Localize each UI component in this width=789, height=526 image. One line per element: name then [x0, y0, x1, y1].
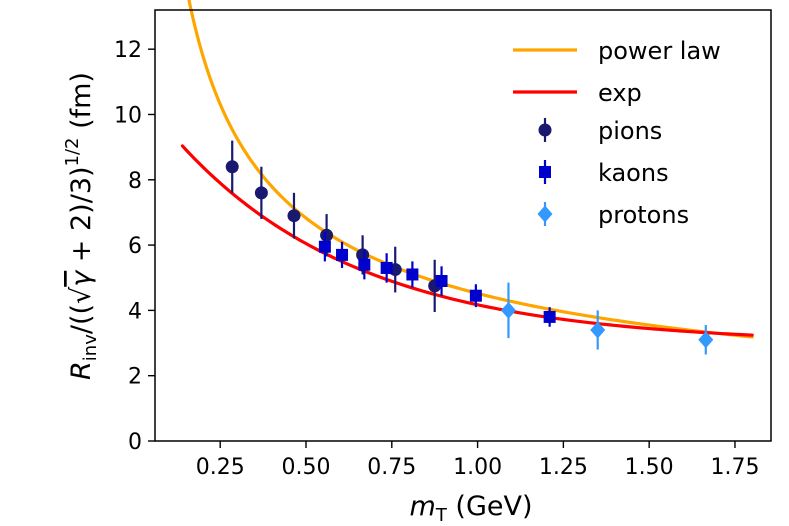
kaons-point [544, 311, 556, 323]
legend-marker-protons [538, 206, 553, 223]
x-tick-label: 1.00 [453, 455, 502, 480]
y-tick-label: 0 [128, 430, 142, 455]
x-tick-label: 1.25 [539, 455, 588, 480]
y-tick-label: 6 [128, 234, 142, 259]
x-tick-label: 0.75 [367, 455, 416, 480]
x-axis: 0.25 0.50 0.75 1.00 1.25 1.50 1.75 [196, 441, 760, 480]
y-axis-label: Rinv/((√γ + 2)/3)1/2 (fm) [62, 72, 101, 380]
y-tick-label: 4 [128, 299, 142, 324]
y-tick-label: 12 [114, 38, 142, 63]
x-tick-label: 0.50 [282, 455, 331, 480]
x-tick-label: 1.75 [710, 455, 759, 480]
legend-label: power law [598, 37, 721, 65]
y-tick-label: 8 [128, 169, 142, 194]
legend-marker-kaons [539, 166, 551, 178]
legend-marker-pions [539, 124, 552, 137]
kaons-point [406, 268, 418, 280]
legend-label: pions [598, 117, 662, 145]
x-tick-label: 0.25 [196, 455, 245, 480]
y-axis: 0 2 4 6 8 10 12 [114, 38, 155, 455]
kaons-point [336, 249, 348, 261]
kaons-point [358, 259, 370, 271]
chart: 0.25 0.50 0.75 1.00 1.25 1.50 1.75 0 2 4 6 8 10 12 m… [0, 0, 789, 526]
pions-point [226, 160, 239, 173]
x-axis-label: mT (GeV) [410, 491, 533, 526]
kaons-point [436, 275, 448, 287]
pions-point [287, 209, 300, 222]
legend: power law exp pions kaons protons [513, 37, 721, 229]
pions-point [320, 229, 333, 242]
pions-point [255, 186, 268, 199]
kaons-point [470, 290, 482, 302]
kaons-point [319, 241, 331, 253]
protons-point [501, 302, 516, 319]
y-tick-label: 2 [128, 365, 142, 390]
legend-label: protons [598, 201, 689, 229]
y-tick-label: 10 [114, 103, 142, 128]
legend-label: kaons [598, 159, 669, 187]
legend-label: exp [598, 79, 642, 107]
x-tick-label: 1.50 [625, 455, 674, 480]
kaons-point [381, 262, 393, 274]
